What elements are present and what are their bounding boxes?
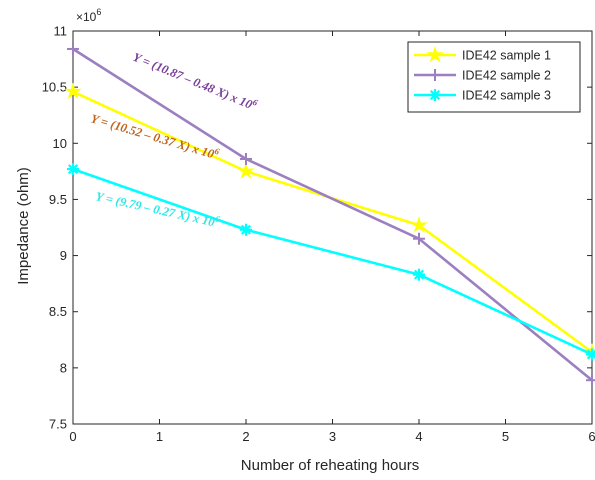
data-point-plus bbox=[586, 374, 595, 387]
legend-label: IDE42 sample 2 bbox=[462, 69, 551, 83]
x-tick-label: 2 bbox=[242, 429, 249, 444]
x-axis-label: Number of reheating hours bbox=[241, 457, 419, 474]
data-point-star bbox=[426, 45, 444, 63]
data-point-asterisk bbox=[429, 89, 441, 101]
x-tick-label: 6 bbox=[588, 429, 595, 444]
x-tick-label: 0 bbox=[69, 429, 76, 444]
y-axis-label: Impedance (ohm) bbox=[15, 167, 32, 285]
x-tick-label: 1 bbox=[156, 429, 163, 444]
y-tick-label: 7.5 bbox=[49, 417, 67, 432]
data-point-asterisk bbox=[413, 268, 425, 281]
x-tick-label: 4 bbox=[415, 429, 422, 444]
legend-item: IDE42 sample 1 bbox=[414, 45, 551, 63]
legend-item: IDE42 sample 2 bbox=[414, 69, 551, 83]
y-tick-label: 8 bbox=[60, 360, 67, 375]
data-point-star bbox=[237, 162, 255, 179]
data-point-star bbox=[410, 216, 428, 233]
y-multiplier: ×106 bbox=[76, 7, 101, 24]
data-point-asterisk bbox=[240, 223, 252, 236]
data-point-star bbox=[64, 82, 82, 100]
data-point-plus bbox=[429, 69, 441, 81]
y-tick-label: 8.5 bbox=[49, 304, 67, 319]
x-tick-label: 5 bbox=[502, 429, 509, 444]
legend-label: IDE42 sample 1 bbox=[462, 49, 551, 63]
x-tick-label: 3 bbox=[329, 429, 336, 444]
y-tick-label: 10 bbox=[53, 136, 67, 151]
legend-label: IDE42 sample 3 bbox=[462, 89, 551, 103]
series-line bbox=[72, 47, 593, 382]
legend-item: IDE42 sample 3 bbox=[414, 89, 551, 103]
series-line bbox=[72, 167, 593, 356]
legend: IDE42 sample 1 IDE42 sample 2 IDE42 sample… bbox=[407, 41, 581, 113]
series-3 bbox=[67, 163, 595, 361]
y-tick-label: 10.5 bbox=[42, 80, 67, 95]
data-point-plus bbox=[413, 232, 425, 245]
data-point-plus bbox=[240, 153, 252, 166]
axis-ticks: 0 1 2 3 4 5 6 7.5 8 8.5 9 9.5 10 10.5 11 bbox=[42, 24, 595, 445]
y-tick-label: 9 bbox=[60, 248, 67, 263]
series-lines bbox=[64, 42, 595, 387]
y-tick-label: 11 bbox=[54, 24, 68, 39]
y-tick-label: 9.5 bbox=[49, 192, 67, 207]
data-point-plus bbox=[67, 42, 79, 55]
series-2 bbox=[67, 42, 595, 387]
data-point-asterisk bbox=[67, 163, 79, 176]
